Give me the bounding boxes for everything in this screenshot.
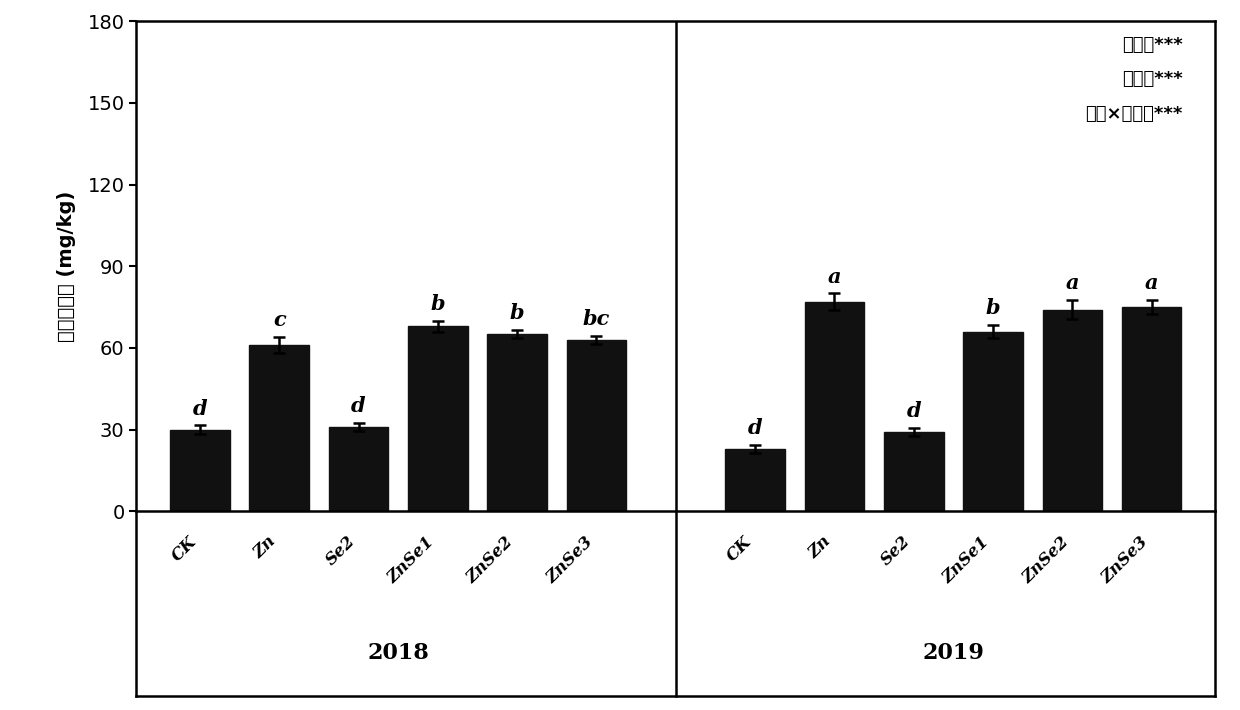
Text: Zn: Zn	[805, 533, 835, 562]
Text: d: d	[192, 398, 207, 419]
Text: ZnSe3: ZnSe3	[543, 533, 596, 586]
Bar	[408, 326, 467, 511]
Bar	[249, 345, 309, 511]
Text: Se2: Se2	[878, 533, 914, 569]
Text: ZnSe2: ZnSe2	[464, 533, 517, 586]
Text: a: a	[827, 267, 841, 287]
Bar	[963, 332, 1023, 511]
Text: 2018: 2018	[367, 642, 429, 664]
Text: CK: CK	[169, 533, 200, 564]
Text: 2019: 2019	[923, 642, 985, 664]
Bar	[567, 340, 626, 511]
Text: ZnSe2: ZnSe2	[1019, 533, 1073, 586]
Text: bc: bc	[583, 309, 610, 329]
Bar	[725, 449, 785, 511]
Y-axis label: 粒粒锤含量 (mg/kg): 粒粒锤含量 (mg/kg)	[57, 190, 77, 342]
Text: d: d	[748, 417, 763, 437]
Text: ZnSe3: ZnSe3	[1099, 533, 1152, 586]
Text: d: d	[906, 401, 921, 421]
Text: 处理：***: 处理：***	[1122, 36, 1183, 54]
Text: ZnSe1: ZnSe1	[384, 533, 438, 586]
Text: 年份：***: 年份：***	[1122, 70, 1183, 88]
Text: ZnSe1: ZnSe1	[940, 533, 993, 586]
Text: CK: CK	[723, 533, 755, 564]
Bar	[329, 427, 388, 511]
Text: a: a	[1145, 273, 1158, 293]
Text: b: b	[986, 298, 1001, 318]
Text: 处理×年份：***: 处理×年份：***	[1085, 104, 1183, 123]
Bar	[170, 430, 229, 511]
Bar	[1043, 310, 1102, 511]
Text: Se2: Se2	[322, 533, 358, 569]
Text: a: a	[1065, 273, 1079, 293]
Bar	[884, 432, 944, 511]
Text: Zn: Zn	[250, 533, 279, 562]
Bar	[487, 334, 547, 511]
Text: c: c	[273, 310, 285, 330]
Text: b: b	[510, 303, 525, 324]
Bar	[805, 302, 864, 511]
Text: d: d	[351, 396, 366, 416]
Text: b: b	[430, 294, 445, 314]
Bar	[1122, 307, 1182, 511]
